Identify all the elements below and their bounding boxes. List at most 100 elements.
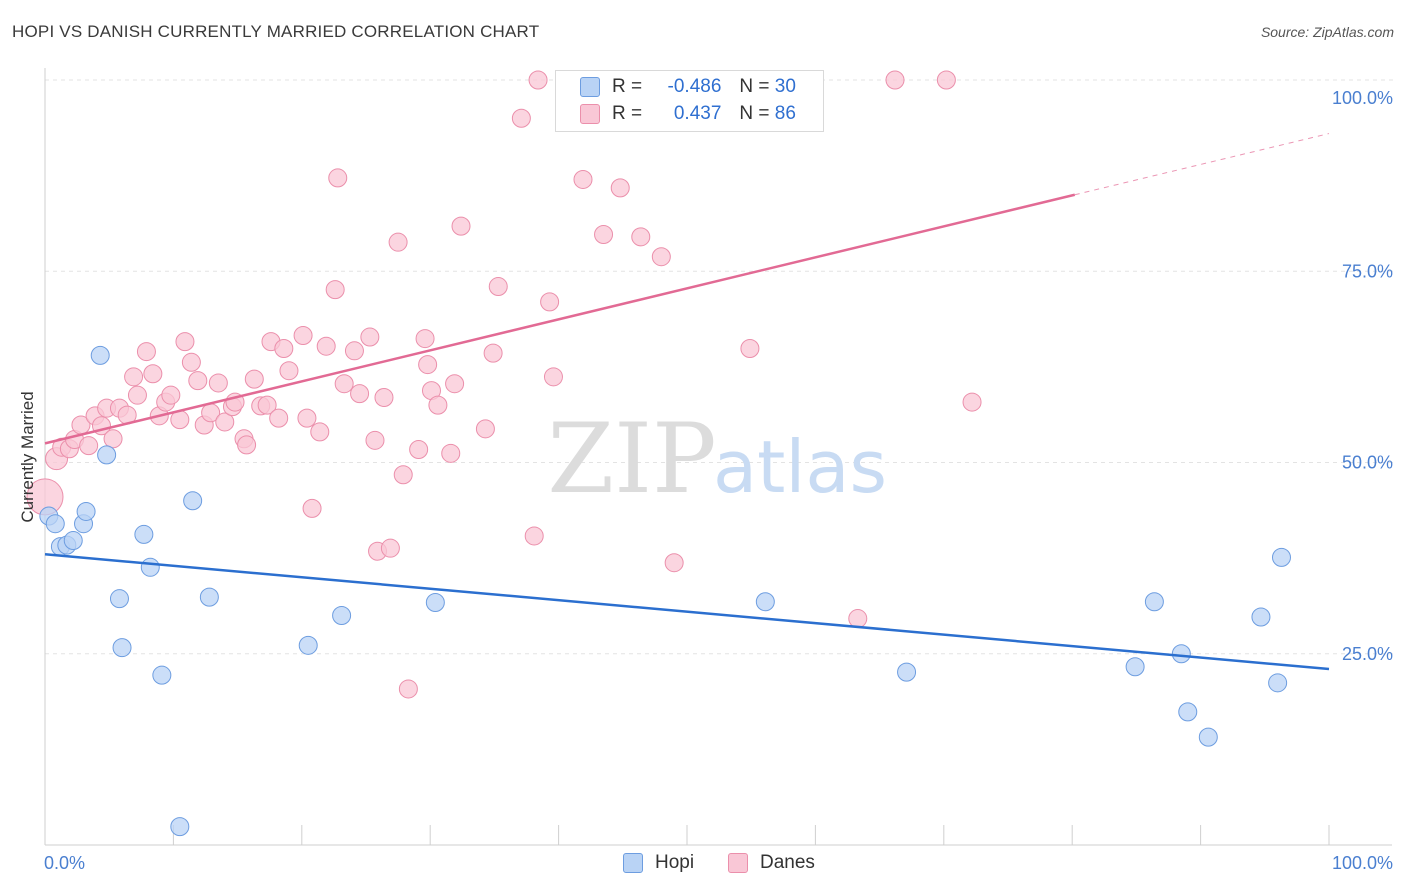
hopi-point — [134, 524, 154, 544]
danes-point — [136, 342, 156, 362]
danes-point — [297, 408, 317, 428]
y-tick-label: 50.0% — [1342, 453, 1393, 473]
hopi-point — [1271, 547, 1291, 567]
danes-point — [360, 327, 380, 347]
legend-item-danes[interactable]: Danes — [728, 852, 815, 874]
danes-r-label: R = — [612, 103, 643, 124]
watermark: ZIP atlas — [547, 403, 887, 515]
danes-point — [103, 429, 123, 449]
danes-swatch — [580, 104, 600, 124]
hopi-point — [152, 665, 172, 685]
hopi-point — [97, 445, 117, 465]
danes-point — [594, 225, 614, 245]
hopi-point — [1144, 592, 1164, 612]
trend-lines — [44, 133, 1330, 671]
hopi-point — [1268, 673, 1288, 693]
danes-point — [79, 436, 99, 456]
danes-point — [380, 538, 400, 558]
danes-point — [415, 329, 435, 349]
hopi-point — [1251, 607, 1271, 627]
hopi-n-value: 30 — [774, 76, 796, 97]
x-tick-label-max: 100.0% — [1332, 853, 1393, 873]
hopi-point — [199, 587, 219, 607]
legend-item-hopi[interactable]: Hopi — [623, 852, 694, 874]
danes-point — [143, 364, 163, 384]
danes-point — [398, 679, 418, 699]
danes-point — [237, 435, 257, 455]
hopi-point — [897, 662, 917, 682]
danes-point — [543, 367, 563, 387]
danes-point — [885, 70, 905, 90]
danes-point — [418, 355, 438, 375]
danes-point — [269, 408, 289, 428]
y-axis-label: Currently Married — [18, 391, 37, 522]
danes-trend-line — [44, 193, 1076, 445]
danes-point — [428, 395, 448, 415]
danes-point — [328, 168, 348, 188]
legend-row-danes: R = 0.437 N = 86 — [580, 101, 796, 127]
hopi-point — [425, 592, 445, 612]
hopi-n-label: N = — [739, 76, 770, 97]
axes — [44, 68, 1392, 846]
danes-point — [610, 178, 630, 198]
danes-point — [127, 385, 147, 405]
watermark-atlas: atlas — [713, 425, 887, 509]
danes-point — [528, 70, 548, 90]
danes-point — [441, 443, 461, 463]
source-credit: Source: ZipAtlas.com — [1260, 24, 1394, 40]
danes-point — [325, 280, 345, 300]
danes-point — [488, 277, 508, 297]
danes-point — [540, 292, 560, 312]
danes-point — [740, 339, 760, 359]
danes-point — [244, 369, 264, 389]
danes-point — [936, 70, 956, 90]
danes-point — [573, 169, 593, 189]
y-tick-label: 25.0% — [1342, 644, 1393, 664]
danes-point — [393, 465, 413, 485]
danes-point — [388, 232, 408, 252]
hopi-point — [109, 589, 129, 609]
hopi-point — [1198, 727, 1218, 747]
hopi-point — [45, 514, 65, 534]
danes-point — [334, 374, 354, 394]
danes-point — [316, 336, 336, 356]
danes-legend-label: Danes — [760, 852, 815, 873]
legend-row-hopi: R = -0.486 N = 30 — [580, 74, 796, 100]
hopi-point — [332, 606, 352, 625]
danes-point — [215, 412, 235, 432]
danes-n-label: N = — [739, 103, 770, 124]
danes-point — [274, 339, 294, 359]
danes-point — [293, 326, 313, 346]
danes-r-value: 0.437 — [673, 103, 722, 124]
hopi-point — [76, 501, 96, 521]
hopi-point — [140, 557, 160, 577]
axis-labels: 25.0% 50.0% 75.0% 100.0% 0.0% 100.0% — [44, 88, 1393, 873]
correlation-legend: R = -0.486 N = 30 R = 0.437 N = 86 — [555, 70, 824, 132]
danes-point — [475, 419, 495, 439]
hopi-point — [170, 817, 190, 837]
danes-point — [409, 439, 429, 459]
danes-point — [208, 373, 228, 393]
hopi-point — [1171, 644, 1191, 664]
danes-n-value: 86 — [774, 103, 796, 124]
danes-point — [374, 387, 394, 407]
danes-point — [350, 384, 370, 404]
danes-point — [365, 430, 385, 450]
danes-point — [257, 395, 277, 415]
danes-point — [124, 367, 144, 387]
hopi-r-value: -0.486 — [667, 76, 722, 97]
hopi-point — [755, 592, 775, 612]
danes-point — [511, 108, 531, 128]
danes-point — [524, 526, 544, 546]
danes-legend-swatch — [728, 853, 748, 873]
danes-point — [483, 343, 503, 363]
hopi-r-label: R = — [612, 76, 643, 97]
hopi-trend-line — [44, 553, 1330, 671]
danes-point — [188, 371, 208, 391]
hopi-swatch — [580, 77, 600, 97]
danes-point — [445, 374, 465, 394]
hopi-point — [63, 531, 83, 551]
hopi-point — [183, 491, 203, 511]
danes-point — [962, 392, 982, 412]
danes-point — [631, 227, 651, 247]
